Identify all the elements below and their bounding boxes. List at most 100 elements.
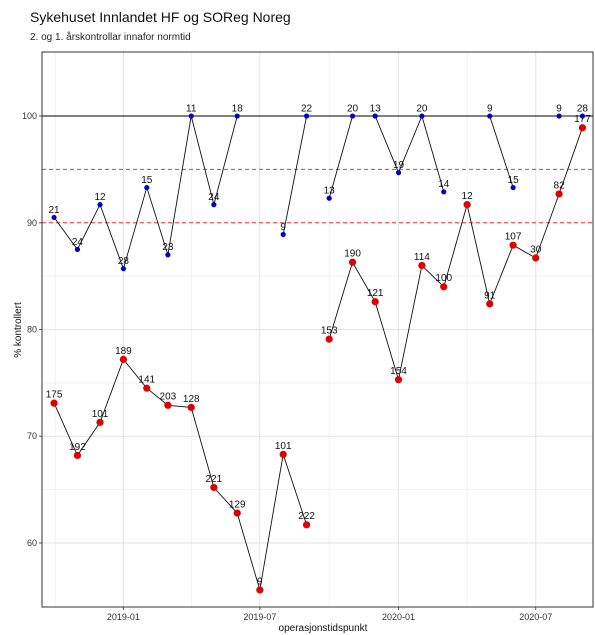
data-label: 15 bbox=[508, 175, 520, 186]
data-point bbox=[395, 170, 402, 176]
data-label: 154 bbox=[390, 366, 407, 377]
series-line bbox=[282, 115, 308, 235]
data-point bbox=[210, 483, 218, 492]
data-label: 9 bbox=[257, 576, 263, 587]
data-point bbox=[348, 258, 357, 266]
data-label: 91 bbox=[484, 290, 496, 301]
data-point bbox=[50, 399, 58, 407]
series-line bbox=[374, 114, 445, 192]
data-label: 101 bbox=[92, 409, 109, 420]
data-label: 15 bbox=[141, 175, 153, 186]
data-point bbox=[578, 124, 587, 132]
data-point bbox=[371, 298, 379, 306]
data-label: 141 bbox=[138, 375, 155, 386]
data-label: 12 bbox=[462, 191, 474, 202]
data-label: 28 bbox=[577, 103, 589, 114]
data-label: 128 bbox=[183, 394, 200, 405]
data-point bbox=[510, 184, 516, 191]
data-label: 129 bbox=[229, 499, 246, 510]
y-tick-label: 70 bbox=[27, 431, 37, 441]
x-tick-label: 2019-07 bbox=[243, 612, 276, 622]
series-points bbox=[50, 113, 587, 594]
y-tick-label: 80 bbox=[27, 325, 37, 335]
data-label: 12 bbox=[94, 192, 106, 203]
data-point bbox=[303, 113, 310, 119]
data-label: 20 bbox=[347, 103, 359, 114]
data-label: 222 bbox=[298, 511, 315, 522]
data-label: 21 bbox=[48, 205, 60, 216]
data-point bbox=[280, 231, 286, 238]
series-line bbox=[489, 115, 514, 188]
data-label: 22 bbox=[301, 103, 313, 114]
data-label: 107 bbox=[505, 232, 522, 243]
x-tick-label: 2020-07 bbox=[519, 612, 552, 622]
data-label: 121 bbox=[367, 288, 384, 299]
data-point bbox=[419, 113, 425, 119]
data-point bbox=[555, 190, 563, 198]
data-point bbox=[486, 300, 494, 308]
data-point bbox=[279, 450, 287, 458]
data-point bbox=[440, 283, 448, 291]
reference-lines bbox=[42, 115, 593, 224]
y-axis-title: % kontrollert bbox=[13, 302, 24, 358]
data-label: 23 bbox=[162, 242, 174, 253]
data-label: 19 bbox=[393, 160, 405, 171]
data-point bbox=[256, 586, 264, 594]
data-point bbox=[302, 521, 311, 529]
data-label: 9 bbox=[556, 103, 562, 114]
data-point bbox=[234, 113, 240, 119]
data-label: 9 bbox=[280, 222, 286, 233]
data-label: 153 bbox=[321, 326, 338, 337]
data-label: 20 bbox=[416, 103, 428, 114]
data-point bbox=[441, 189, 447, 195]
data-label: 28 bbox=[118, 256, 130, 267]
data-point bbox=[96, 418, 104, 426]
data-point bbox=[579, 113, 586, 119]
data-label: 101 bbox=[275, 441, 292, 452]
data-point bbox=[509, 241, 517, 249]
data-point bbox=[120, 266, 127, 272]
data-point bbox=[394, 376, 403, 384]
y-tick-label: 60 bbox=[27, 538, 37, 548]
chart-subtitle: 2. og 1. årskontrollar innafor normtid bbox=[30, 32, 191, 43]
axes: 60 70 80 90 100 2019-01 2019-07 2020-01 2020-07 bbox=[22, 51, 594, 622]
series-line bbox=[53, 358, 308, 591]
data-label: 11 bbox=[186, 103, 197, 114]
x-axis-title: operasjonstidspunkt bbox=[279, 623, 368, 634]
y-tick-label: 100 bbox=[22, 111, 37, 121]
data-label: 82 bbox=[554, 180, 566, 191]
data-point bbox=[211, 202, 217, 208]
data-label: 100 bbox=[435, 273, 452, 284]
data-label: 221 bbox=[206, 474, 223, 485]
data-point bbox=[144, 184, 150, 191]
data-point bbox=[188, 113, 194, 119]
data-label: 18 bbox=[232, 103, 244, 114]
y-tick-label: 90 bbox=[27, 218, 37, 228]
data-point bbox=[119, 355, 128, 363]
data-point bbox=[97, 202, 103, 208]
data-label: 189 bbox=[115, 346, 132, 357]
data-label: 190 bbox=[344, 249, 361, 260]
data-label: 177 bbox=[574, 114, 591, 125]
data-label: 30 bbox=[530, 244, 542, 255]
plot-border bbox=[41, 51, 594, 608]
data-point bbox=[349, 113, 356, 119]
grid bbox=[42, 52, 593, 607]
x-tick-label: 2019-01 bbox=[107, 612, 140, 622]
data-label: 114 bbox=[414, 252, 430, 263]
data-label: 24 bbox=[72, 237, 84, 248]
data-point bbox=[165, 252, 171, 258]
series-line bbox=[328, 115, 353, 199]
data-point bbox=[73, 451, 82, 460]
data-point bbox=[487, 113, 493, 119]
data-point bbox=[326, 195, 332, 201]
data-point bbox=[532, 254, 540, 262]
data-point bbox=[164, 401, 172, 409]
x-tick-label: 2020-01 bbox=[382, 612, 415, 622]
data-point bbox=[74, 246, 81, 253]
data-label: 175 bbox=[46, 390, 63, 401]
data-point bbox=[51, 214, 57, 221]
data-point bbox=[372, 113, 378, 119]
